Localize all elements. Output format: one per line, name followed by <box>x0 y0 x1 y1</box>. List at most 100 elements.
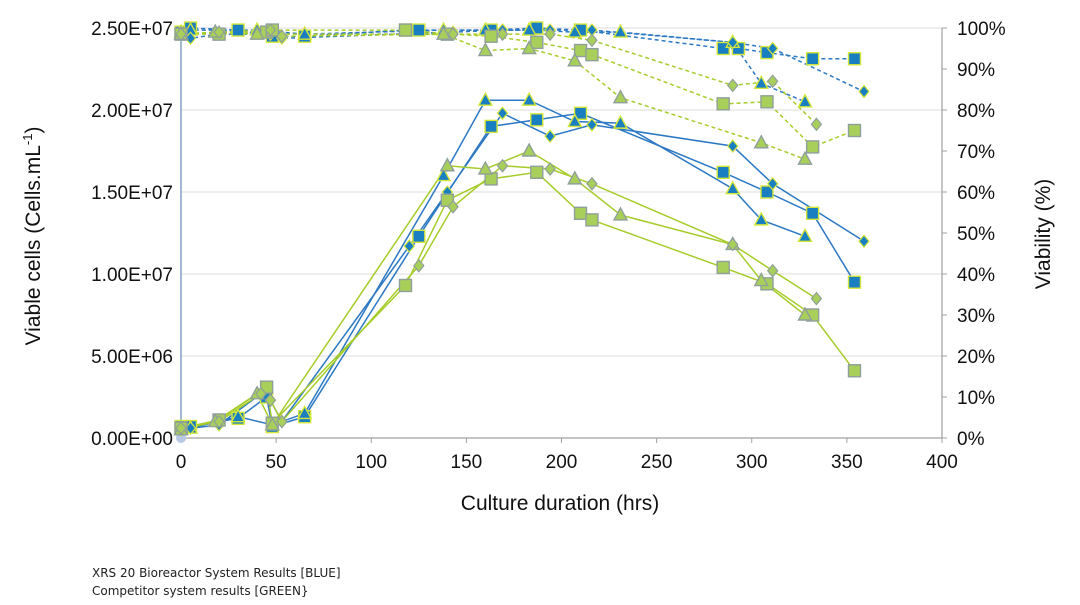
data-point <box>797 306 813 321</box>
data-point <box>586 176 598 191</box>
y2-tick-label: 60% <box>957 183 995 204</box>
y-tick-label: 2.00E+07 <box>91 101 173 122</box>
data-point <box>726 78 739 93</box>
x-tick-label: 0 <box>176 452 187 473</box>
data-point <box>521 91 537 106</box>
data-point <box>477 42 494 57</box>
x-axis-title: Culture duration (hrs) <box>461 492 659 515</box>
x-tick-label: 200 <box>546 452 578 473</box>
data-point <box>585 47 599 62</box>
data-point <box>398 278 413 293</box>
data-point <box>573 206 588 221</box>
data-point <box>231 23 245 37</box>
data-point <box>766 41 779 56</box>
data-point <box>567 170 583 185</box>
y2-tick-label: 100% <box>957 19 1006 40</box>
caption-green-system: Competitor system results [GREEN} <box>92 584 309 598</box>
series-markers <box>173 21 870 437</box>
data-point <box>725 180 741 195</box>
data-point <box>264 393 277 408</box>
data-point <box>544 162 556 176</box>
data-point <box>573 43 588 58</box>
y-tick-label: 5.00E+06 <box>91 347 173 368</box>
data-point <box>296 25 313 40</box>
caption-blue-system: XRS 20 Bioreactor System Results [BLUE] <box>92 566 341 580</box>
data-point <box>797 227 813 242</box>
y-axis-title-superscript: -1 <box>20 134 35 146</box>
data-point <box>760 95 774 109</box>
data-point <box>496 106 509 121</box>
data-point <box>726 139 739 154</box>
data-point <box>810 117 823 132</box>
data-point <box>716 165 730 180</box>
data-point <box>477 160 494 175</box>
y-tick-label: 1.00E+07 <box>91 265 173 286</box>
data-point <box>567 113 583 128</box>
x-tick-label: 100 <box>355 452 387 473</box>
data-point <box>612 114 629 129</box>
gridlines <box>181 27 942 357</box>
y2-tick-label: 70% <box>957 142 995 163</box>
data-point <box>447 199 459 214</box>
data-point <box>760 185 774 199</box>
data-point <box>805 206 820 221</box>
data-point <box>726 237 739 252</box>
data-point <box>521 40 537 55</box>
data-point <box>530 113 544 127</box>
series-line <box>180 112 865 431</box>
data-point <box>612 89 629 104</box>
data-point <box>264 416 280 431</box>
data-point <box>847 123 862 138</box>
y-axis-title: Viable cells (Cells.mL-1) <box>20 127 45 346</box>
data-point <box>477 91 494 106</box>
data-point <box>716 97 730 111</box>
data-point <box>412 23 426 37</box>
series-line <box>180 99 806 431</box>
data-point <box>435 167 452 182</box>
data-point <box>544 27 556 42</box>
data-point <box>612 206 629 221</box>
data-point <box>484 29 498 43</box>
y-axis-title-close: ) <box>22 127 45 134</box>
series-line <box>181 29 855 148</box>
data-point <box>264 23 277 37</box>
data-point <box>753 211 769 226</box>
y2-tick-label: 80% <box>957 101 995 122</box>
data-point <box>530 165 544 180</box>
data-point <box>847 52 862 66</box>
data-point <box>716 41 730 56</box>
x-tick-label: 400 <box>926 452 958 473</box>
data-point <box>847 275 862 289</box>
x-tick-label: 50 <box>266 452 287 473</box>
data-point <box>276 29 288 44</box>
data-point <box>213 414 225 429</box>
data-point <box>797 150 813 165</box>
x-tick-label: 250 <box>641 452 673 473</box>
chart: 0.00E+00 5.00E+06 1.00E+07 1.50E+07 2.00E+07… <box>20 19 1055 515</box>
data-point <box>612 23 629 38</box>
data-point <box>496 27 509 42</box>
data-point <box>797 93 813 108</box>
data-point <box>810 291 823 306</box>
data-point <box>805 140 820 154</box>
data-point <box>398 23 413 37</box>
y-tick-label: 0.00E+00 <box>91 429 173 450</box>
series-line <box>180 31 806 160</box>
data-point <box>858 234 870 249</box>
data-point <box>753 74 769 90</box>
data-point <box>567 23 583 38</box>
tick-labels: 0.00E+00 5.00E+06 1.00E+07 1.50E+07 2.00E+07… <box>91 19 1006 473</box>
data-point <box>255 386 267 401</box>
y2-axis-title: Viability (%) <box>1032 179 1055 289</box>
y2-tick-label: 40% <box>957 265 995 286</box>
data-point <box>447 27 459 42</box>
data-point <box>521 21 537 36</box>
series-line <box>180 165 817 429</box>
data-point <box>858 84 870 99</box>
data-point <box>573 106 588 120</box>
data-point <box>496 158 509 173</box>
data-point <box>413 258 425 273</box>
y2-tick-label: 0% <box>957 429 985 450</box>
data-point <box>805 52 820 66</box>
y2-tick-label: 90% <box>957 60 995 81</box>
